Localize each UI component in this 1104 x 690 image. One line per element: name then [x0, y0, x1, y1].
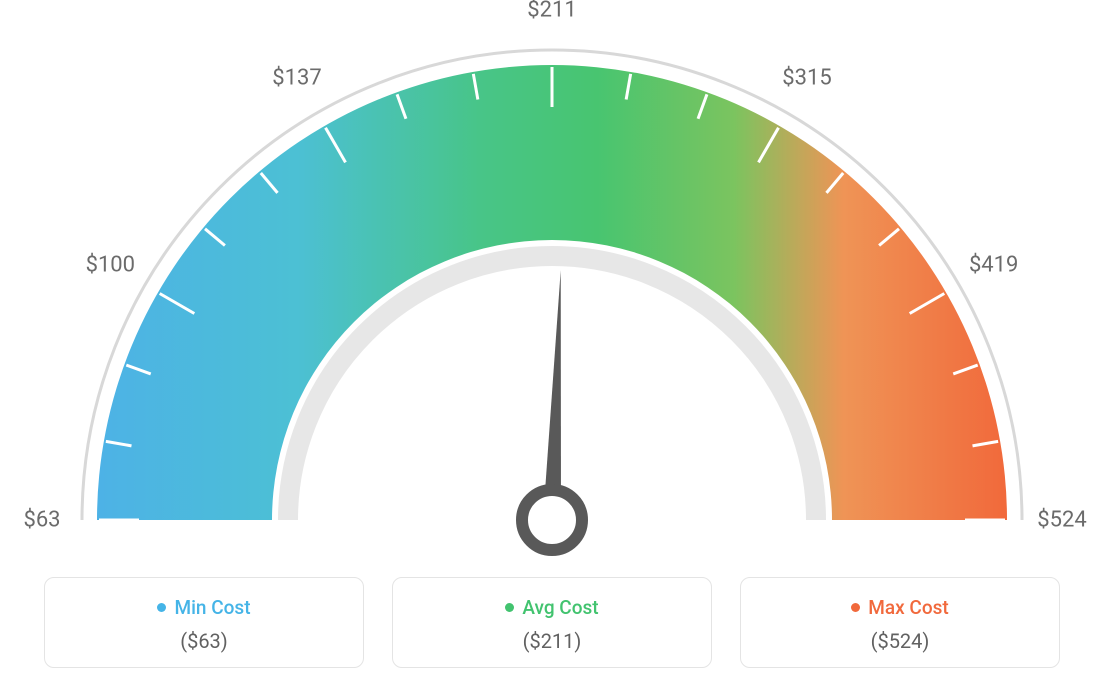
- gauge-tick-label: $211: [527, 0, 576, 23]
- gauge-tick-label: $524: [1037, 508, 1086, 533]
- gauge-tick-label: $100: [86, 253, 135, 278]
- legend-title-avg: Avg Cost: [505, 596, 598, 619]
- dot-icon: [505, 603, 514, 612]
- legend-title-max: Max Cost: [851, 596, 948, 619]
- cost-gauge: $63 $100 $137 $211 $315 $419 $524: [0, 0, 1104, 560]
- legend-card-max: Max Cost ($524): [740, 577, 1060, 668]
- gauge-tick-label: $63: [23, 508, 60, 533]
- legend-value: ($63): [55, 629, 353, 653]
- legend-card-avg: Avg Cost ($211): [392, 577, 712, 668]
- gauge-tick-label: $315: [782, 66, 831, 91]
- gauge-tick-label: $419: [969, 253, 1018, 278]
- legend-label: Max Cost: [868, 596, 948, 619]
- legend-card-min: Min Cost ($63): [44, 577, 364, 668]
- legend-row: Min Cost ($63) Avg Cost ($211) Max Cost …: [0, 577, 1104, 668]
- legend-label: Min Cost: [174, 596, 250, 619]
- legend-value: ($211): [403, 629, 701, 653]
- legend-title-min: Min Cost: [157, 596, 250, 619]
- gauge-tick-label: $137: [272, 66, 321, 91]
- legend-value: ($524): [751, 629, 1049, 653]
- gauge-svg: [0, 20, 1104, 580]
- dot-icon: [157, 603, 166, 612]
- dot-icon: [851, 603, 860, 612]
- legend-label: Avg Cost: [522, 596, 598, 619]
